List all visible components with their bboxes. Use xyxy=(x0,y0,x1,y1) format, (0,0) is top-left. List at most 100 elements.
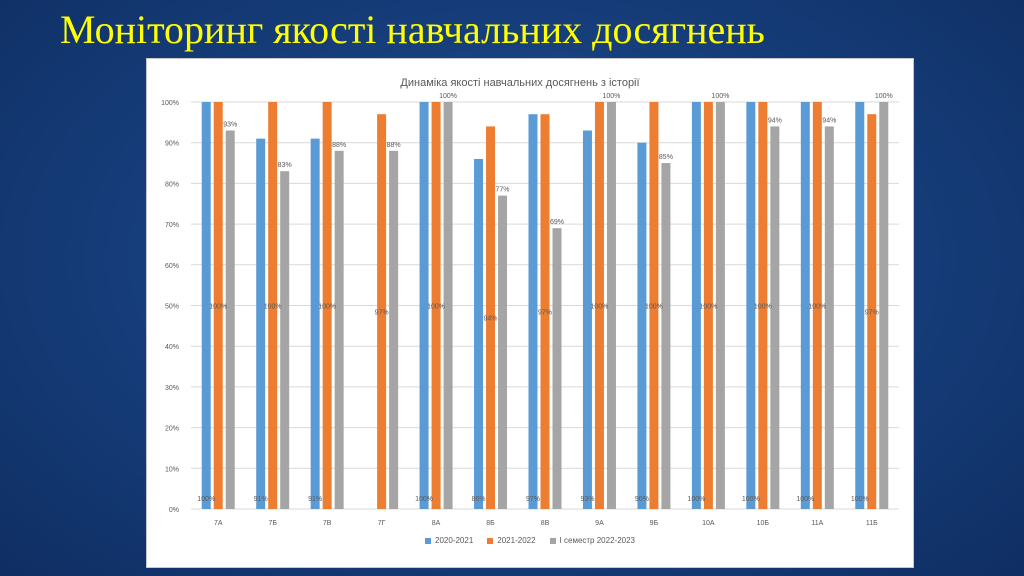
bar xyxy=(334,150,344,509)
data-label: 100% xyxy=(699,304,717,311)
x-tick-label: 9Б xyxy=(650,520,659,527)
data-label: 100% xyxy=(687,496,705,503)
bar xyxy=(419,102,429,509)
x-tick-label: 7Б xyxy=(268,520,277,527)
legend-item: 2021-2022 xyxy=(487,536,536,545)
bar xyxy=(225,130,235,509)
bar xyxy=(322,102,332,509)
chart-panel: Динаміка якості навчальних досягнень з і… xyxy=(146,58,914,568)
chart-legend: 2020-2021 2021-2022 І семестр 2022-2023 xyxy=(147,536,913,545)
bar xyxy=(389,150,399,509)
data-label: 90% xyxy=(635,496,649,503)
data-label: 100% xyxy=(754,304,772,311)
bar xyxy=(649,102,659,509)
data-label: 100% xyxy=(197,496,215,503)
legend-label: І семестр 2022-2023 xyxy=(559,536,635,545)
y-tick-label: 100% xyxy=(161,100,179,107)
bar xyxy=(213,102,223,509)
y-tick-label: 40% xyxy=(165,344,179,351)
y-tick-label: 90% xyxy=(165,141,179,148)
data-label: 100% xyxy=(645,304,663,311)
data-label: 94% xyxy=(822,117,836,124)
bar xyxy=(431,102,441,509)
data-label: 100% xyxy=(415,496,433,503)
y-tick-label: 60% xyxy=(165,263,179,270)
data-label: 97% xyxy=(538,310,552,317)
data-label: 100% xyxy=(427,304,445,311)
bar xyxy=(474,158,484,509)
data-label: 85% xyxy=(659,154,673,161)
y-tick-label: 10% xyxy=(165,466,179,473)
x-tick-label: 11А xyxy=(811,520,823,527)
bar xyxy=(637,142,647,509)
bar xyxy=(582,130,592,509)
bar xyxy=(661,163,671,510)
data-label: 100% xyxy=(209,304,227,311)
data-label: 83% xyxy=(278,162,292,169)
data-label: 97% xyxy=(865,310,879,317)
y-tick-label: 50% xyxy=(165,304,179,311)
bar xyxy=(310,138,320,509)
legend-label: 2021-2022 xyxy=(497,536,536,545)
data-label: 100% xyxy=(603,93,621,100)
data-label: 77% xyxy=(496,187,510,194)
data-labels: 100% 100% 93% 91% 100% 83% 91% 100% 88% 97% 88% 100… xyxy=(197,93,892,503)
data-label: 100% xyxy=(808,304,826,311)
bar xyxy=(703,102,713,509)
bar xyxy=(594,102,604,509)
bar xyxy=(552,228,562,510)
data-label: 88% xyxy=(332,142,346,149)
bar xyxy=(540,114,550,510)
data-label: 100% xyxy=(591,304,609,311)
x-tick-label: 7Г xyxy=(378,520,386,527)
x-tick-label: 8Б xyxy=(486,520,495,527)
x-tick-label: 8В xyxy=(541,520,550,527)
y-tick-label: 30% xyxy=(165,385,179,392)
bar-chart: Динаміка якості навчальних досягнень з і… xyxy=(161,77,899,527)
bar xyxy=(606,102,616,509)
data-label: 100% xyxy=(439,93,457,100)
bar xyxy=(268,102,278,509)
y-tick-label: 20% xyxy=(165,426,179,433)
bar xyxy=(715,102,725,509)
bar xyxy=(256,138,266,509)
data-label: 88% xyxy=(387,142,401,149)
legend-item: І семестр 2022-2023 xyxy=(549,536,635,545)
data-label: 94% xyxy=(768,117,782,124)
data-label: 97% xyxy=(526,496,540,503)
x-tick-label: 11Б xyxy=(866,520,878,527)
x-tick-label: 9А xyxy=(595,520,604,527)
legend-swatch xyxy=(487,537,494,544)
bar xyxy=(879,102,889,509)
slide-title: Моніторинг якості навчальних досягнень xyxy=(60,7,765,52)
bar xyxy=(855,102,865,509)
data-label: 100% xyxy=(742,496,760,503)
y-axis-ticks: 0% 10% 20% 30% 40% 50% 60% 70% 80% 90% 100% xyxy=(161,100,179,514)
data-label: 69% xyxy=(550,219,564,226)
x-tick-label: 10Б xyxy=(757,520,770,527)
data-label: 93% xyxy=(580,496,594,503)
bar xyxy=(443,102,453,509)
bar xyxy=(812,102,822,509)
data-label: 91% xyxy=(254,496,268,503)
bar xyxy=(770,126,780,510)
legend-swatch xyxy=(425,537,432,544)
legend-label: 2020-2021 xyxy=(435,536,474,545)
bar xyxy=(867,114,877,510)
bars xyxy=(201,102,889,510)
data-label: 97% xyxy=(375,310,389,317)
data-label: 100% xyxy=(875,93,893,100)
bar xyxy=(800,102,810,509)
chart-title: Динаміка якості навчальних досягнень з і… xyxy=(400,77,639,89)
x-tick-label: 7В xyxy=(323,520,332,527)
bar xyxy=(280,171,290,509)
x-tick-label: 8А xyxy=(432,520,441,527)
x-axis-ticks: 7А 7Б 7В 7Г 8А 8Б 8В 9А 9Б 10А 10Б 11А 11Б xyxy=(214,520,878,527)
bar xyxy=(377,114,387,510)
bar xyxy=(691,102,701,509)
bar xyxy=(528,114,538,510)
legend-swatch xyxy=(549,537,556,544)
data-label: 100% xyxy=(796,496,814,503)
data-label: 91% xyxy=(308,496,322,503)
bar xyxy=(824,126,834,510)
